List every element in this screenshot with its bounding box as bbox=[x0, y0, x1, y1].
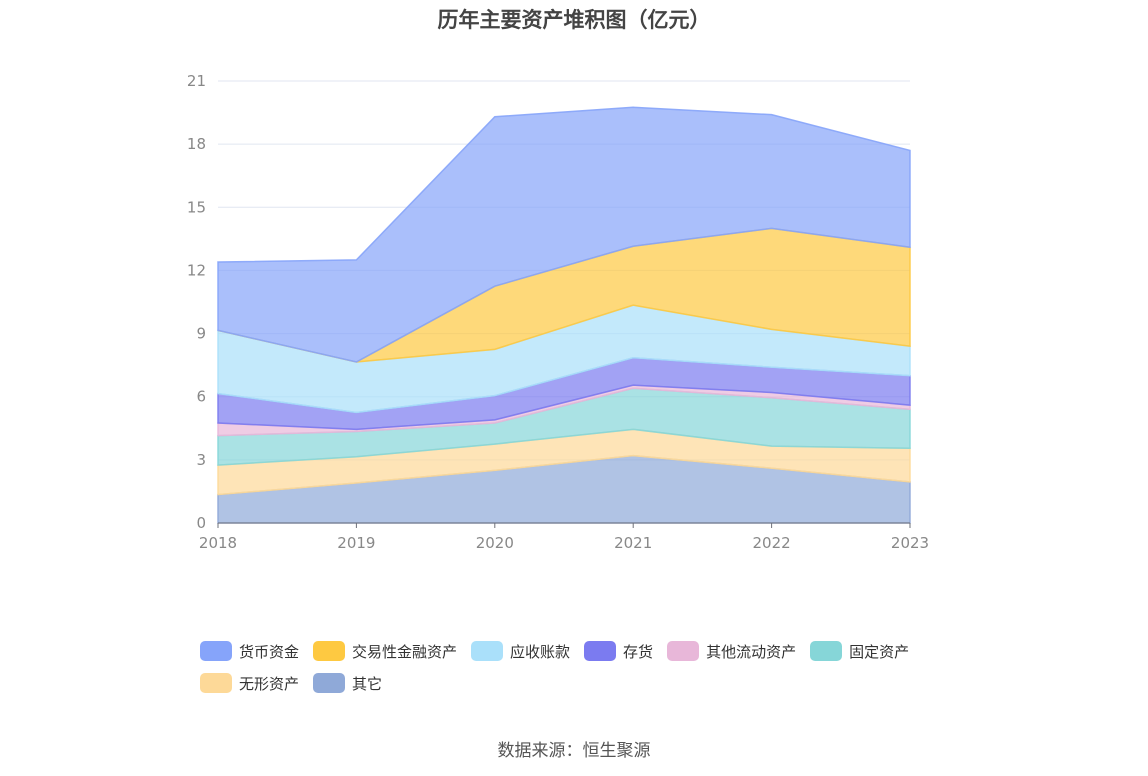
y-tick-label: 0 bbox=[196, 514, 206, 532]
legend-swatch bbox=[200, 641, 232, 661]
x-tick-label: 2019 bbox=[337, 534, 375, 552]
legend-swatch bbox=[313, 641, 346, 661]
x-tick-label: 2020 bbox=[476, 534, 514, 552]
legend-swatch bbox=[471, 641, 504, 661]
legend: 货币资金 交易性金融资产 应收账款 存货 其他流动资产 固定资产无形资产 其它 bbox=[200, 638, 980, 702]
legend-item[interactable]: 固定资产 bbox=[810, 638, 909, 664]
y-tick-label: 18 bbox=[187, 135, 206, 153]
legend-label: 固定资产 bbox=[849, 642, 910, 661]
legend-item[interactable]: 其他流动资产 bbox=[667, 638, 796, 664]
x-tick-label: 2023 bbox=[891, 534, 929, 552]
y-tick-label: 21 bbox=[187, 72, 206, 90]
legend-item[interactable]: 存货 bbox=[584, 638, 653, 664]
legend-item[interactable]: 应收账款 bbox=[471, 638, 570, 664]
legend-swatch bbox=[200, 673, 232, 693]
area-series-货币资金[interactable] bbox=[217, 106, 911, 363]
legend-label: 货币资金 bbox=[239, 642, 300, 661]
y-tick-label: 6 bbox=[196, 388, 206, 406]
y-tick-label: 9 bbox=[196, 325, 206, 343]
chart-title: 历年主要资产堆积图（亿元） bbox=[437, 8, 711, 32]
stacked-area-chart: 0 3 6 9 12 15 18 21 2018 2019 2020 2021 2022 2023 bbox=[187, 72, 929, 552]
axes: 0 3 6 9 12 15 18 21 2018 2019 2020 2021 2022 2023 bbox=[187, 72, 929, 552]
legend-label: 无形资产 bbox=[239, 674, 300, 693]
legend-label: 其它 bbox=[352, 674, 383, 693]
legend-swatch bbox=[584, 641, 617, 661]
area-series-group bbox=[217, 106, 911, 524]
legend-item[interactable]: 货币资金 bbox=[200, 638, 299, 664]
legend-swatch bbox=[810, 641, 843, 661]
legend-label: 应收账款 bbox=[510, 642, 571, 661]
x-tick-label: 2018 bbox=[199, 534, 237, 552]
legend-swatch bbox=[667, 641, 700, 661]
legend-item[interactable]: 无形资产 bbox=[200, 670, 299, 696]
legend-swatch bbox=[313, 673, 346, 693]
legend-item[interactable]: 交易性金融资产 bbox=[313, 638, 457, 664]
y-tick-label: 3 bbox=[196, 451, 206, 469]
y-tick-label: 12 bbox=[187, 261, 206, 279]
x-tick-label: 2022 bbox=[753, 534, 791, 552]
data-source-note: 数据来源：恒生聚源 bbox=[497, 741, 651, 761]
legend-item[interactable]: 其它 bbox=[313, 670, 382, 696]
legend-label: 其他流动资产 bbox=[706, 642, 797, 661]
y-tick-label: 15 bbox=[187, 198, 206, 216]
legend-label: 交易性金融资产 bbox=[352, 642, 458, 661]
legend-label: 存货 bbox=[623, 642, 654, 661]
x-tick-label: 2021 bbox=[614, 534, 652, 552]
